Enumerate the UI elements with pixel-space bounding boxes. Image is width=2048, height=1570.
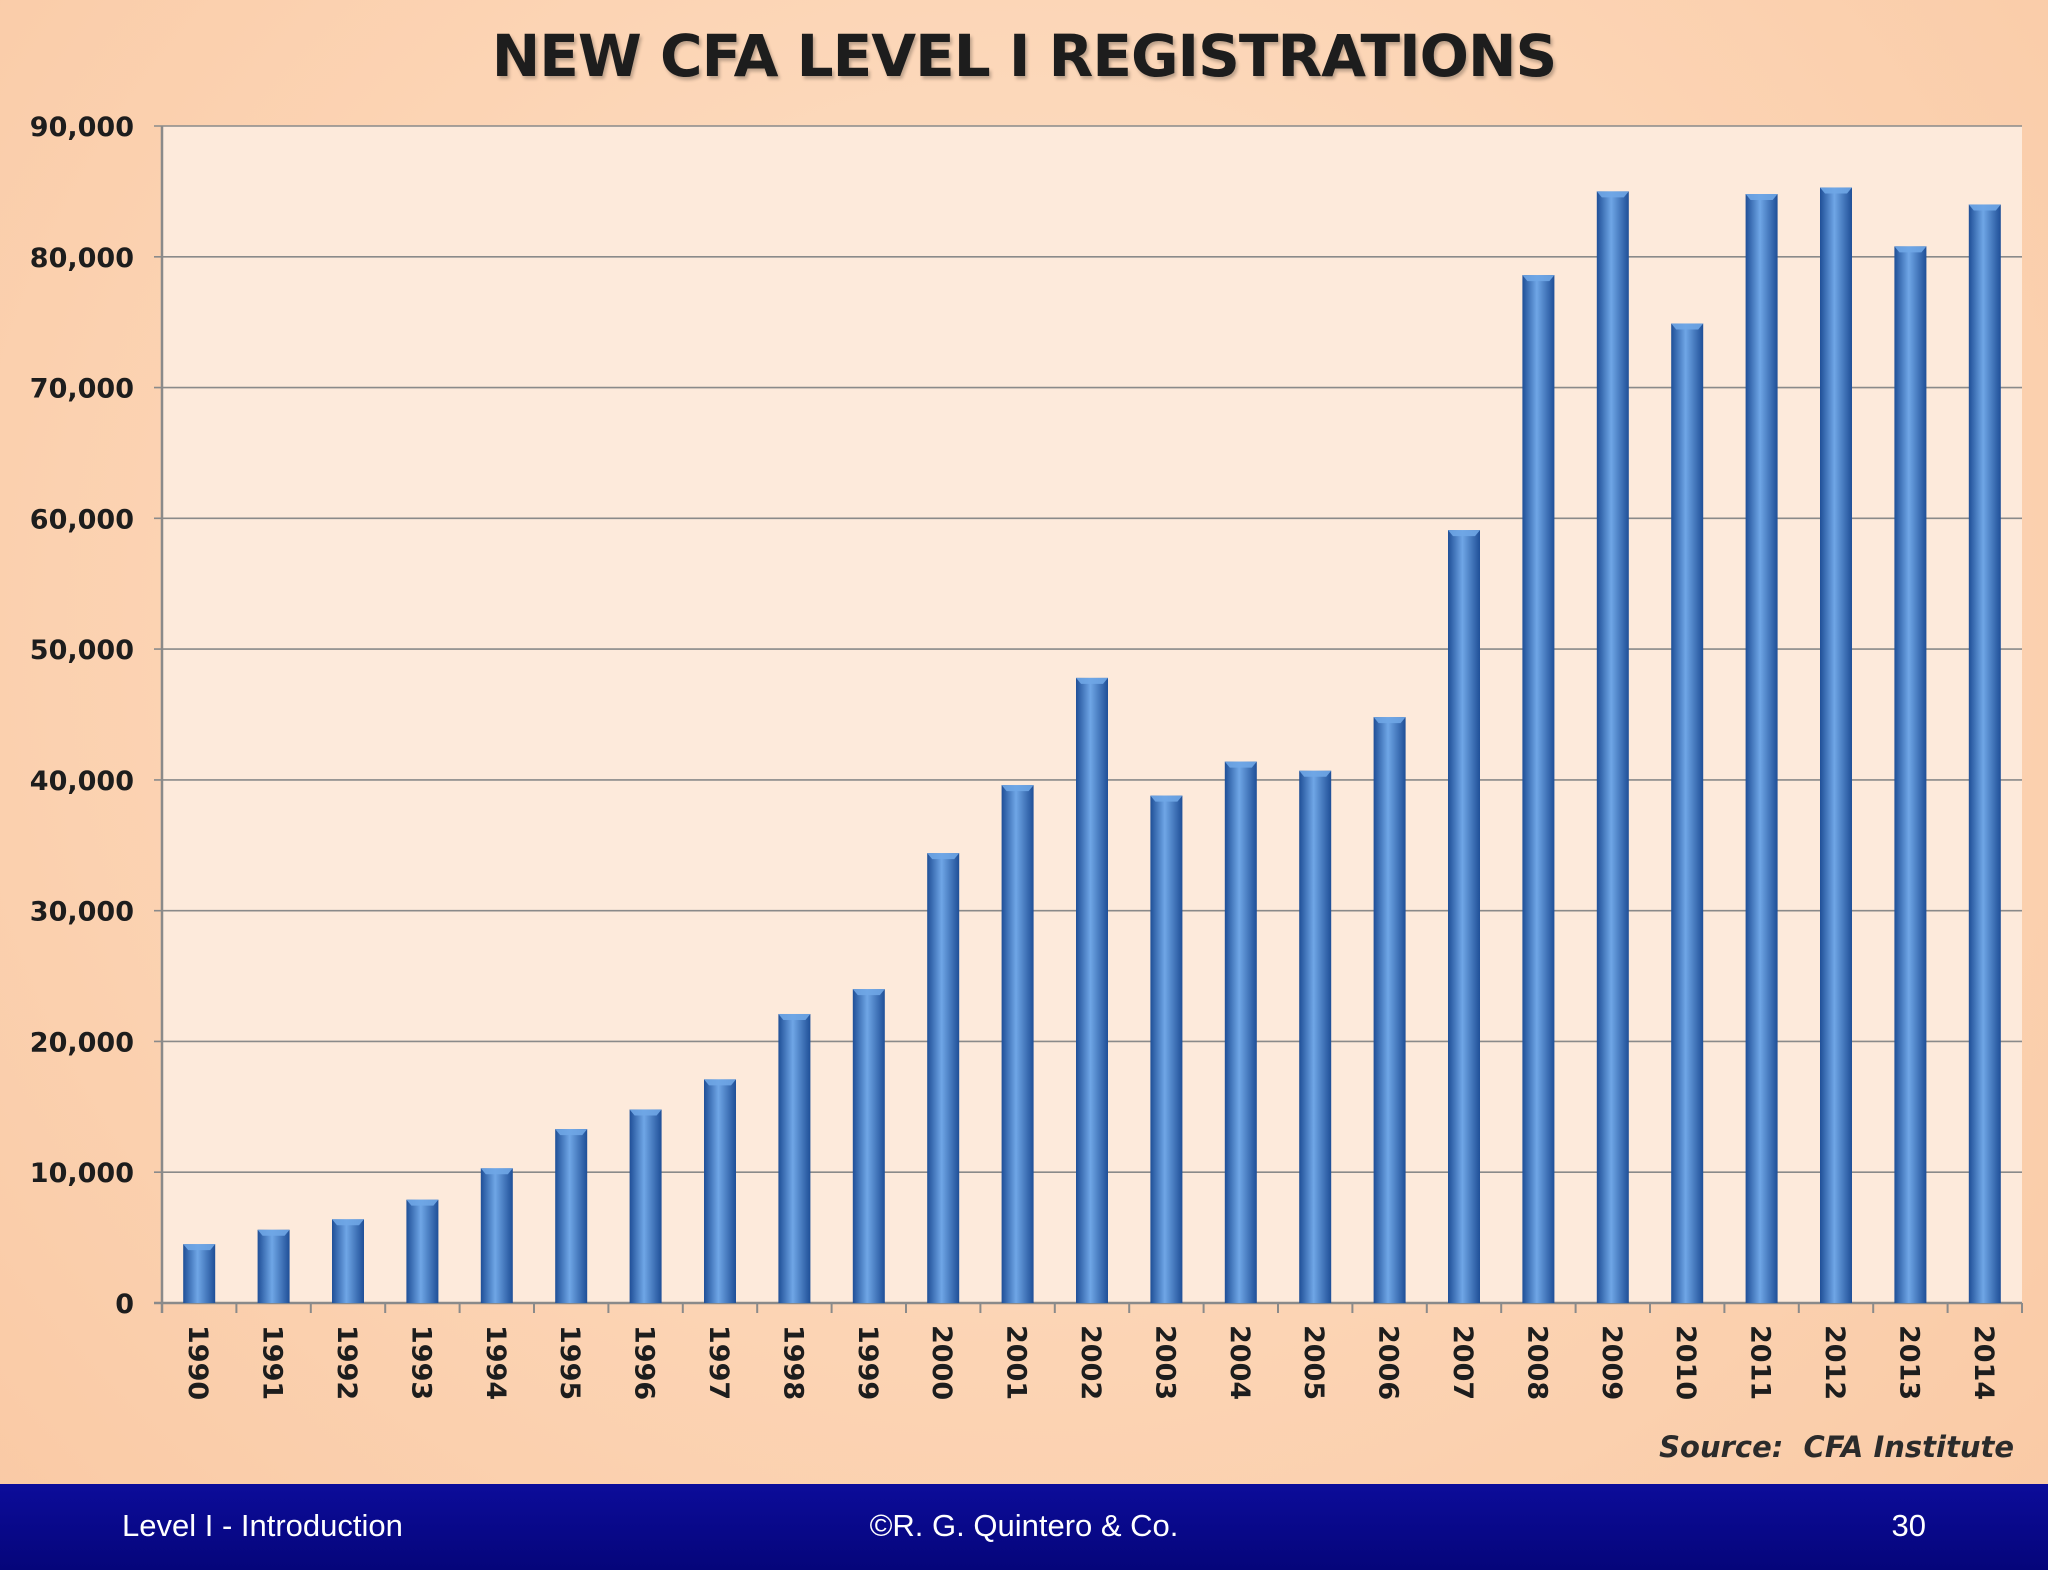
bar-2011 [1745,194,1778,1304]
bar-2000 [927,853,960,1303]
bar-cap-2003 [1150,795,1183,802]
x-tick-label: 1994 [480,1325,511,1400]
bar-1992 [332,1219,364,1303]
bar-2002 [1076,677,1108,1303]
bar-cap-2002 [1076,677,1108,684]
bar-cap-2010 [1671,323,1704,330]
bar-cap-2011 [1745,194,1778,201]
y-tick-label: 30,000 [30,897,134,928]
bar-cap-1996 [629,1109,662,1116]
bar-cap-2014 [1968,204,2001,211]
bar-cap-2001 [1001,785,1034,792]
bar-cap-2000 [927,853,960,860]
slide-footer: Level I - Introduction ©R. G. Quintero &… [0,1484,2048,1570]
x-tick-label: 2000 [926,1325,957,1400]
bar-cap-1991 [257,1229,290,1236]
bar-2003 [1150,795,1183,1303]
y-tick-label: 20,000 [30,1027,134,1058]
bar-2013 [1894,246,1927,1303]
bar-cap-1990 [183,1244,216,1251]
bar-1993 [406,1199,439,1303]
source-note: Source: CFA Institute [1659,1430,2014,1464]
bar-1998 [778,1013,811,1303]
bar-cap-1998 [778,1013,811,1020]
y-axis: 0 10,000 20,000 30,000 40,000 50,000 60,000 70,… [30,112,134,1320]
y-tick-label: 90,000 [30,112,134,143]
bar-cap-2006 [1373,717,1406,724]
y-tick-label: 50,000 [30,635,134,666]
bar-2012 [1820,187,1852,1303]
bar-2009 [1596,191,1629,1303]
bar-cap-2009 [1596,191,1629,198]
footer-course-label: Level I - Introduction [122,1508,403,1543]
bar-1991 [257,1229,290,1303]
x-tick-label: 2010 [1670,1325,1701,1400]
x-tick-label: 1991 [257,1325,288,1400]
x-axis: 1990 1991 1992 1993 1994 1995 1996 1997 1998 1999… [182,1303,2023,1400]
x-tick-label: 2002 [1075,1325,1106,1400]
bar-2006 [1373,717,1406,1303]
bar-cap-1999 [852,989,885,996]
footer-copyright: ©R. G. Quintero & Co. [869,1508,1179,1543]
bar-cap-1993 [406,1199,439,1206]
x-tick-label: 2005 [1298,1325,1329,1400]
bar-2010 [1671,323,1704,1303]
bar-cap-2007 [1448,530,1480,537]
bar-cap-1994 [480,1168,513,1175]
bar-2014 [1968,204,2001,1303]
x-tick-label: 1996 [629,1325,660,1400]
bar-chart: 0 10,000 20,000 30,000 40,000 50,000 60,000 70,… [30,112,2023,1400]
bar-1994 [480,1168,513,1303]
y-tick-label: 40,000 [30,766,134,797]
x-tick-label: 2009 [1596,1325,1627,1400]
bar-cap-2013 [1894,246,1927,253]
y-tick-label: 70,000 [30,374,134,405]
x-tick-label: 1998 [777,1325,808,1400]
bar-2008 [1522,275,1555,1303]
bar-cap-1995 [555,1129,588,1136]
x-tick-label: 2013 [1893,1325,1924,1400]
y-tick-label: 60,000 [30,504,134,535]
bar-1996 [629,1109,662,1303]
x-tick-label: 1995 [554,1325,585,1400]
y-tick-label: 80,000 [30,243,134,274]
bar-1997 [704,1079,736,1303]
bar-1999 [852,989,885,1303]
x-tick-label: 2011 [1745,1325,1776,1400]
x-tick-label: 2007 [1447,1325,1478,1400]
bar-cap-2008 [1522,275,1555,282]
y-tick-label: 0 [115,1289,134,1320]
bar-1990 [183,1244,216,1303]
bar-2005 [1299,770,1332,1303]
x-tick-label: 1993 [405,1325,436,1400]
bar-2001 [1001,785,1034,1303]
bars [183,187,2001,1304]
x-tick-label: 1997 [703,1325,734,1400]
x-tick-label: 1990 [182,1325,213,1400]
x-tick-label: 1999 [852,1325,883,1400]
footer-page-number: 30 [1891,1508,1926,1543]
x-tick-label: 2012 [1819,1325,1850,1400]
bar-cap-2005 [1299,770,1332,777]
x-tick-label: 2006 [1373,1325,1404,1400]
bar-cap-1992 [332,1219,364,1226]
y-tick-label: 10,000 [30,1158,134,1189]
bar-1995 [555,1129,588,1303]
bar-cap-1997 [704,1079,736,1086]
chart-title: NEW CFA LEVEL I REGISTRATIONS [491,22,1558,90]
x-tick-label: 2014 [1968,1325,1999,1400]
bar-cap-2012 [1820,187,1852,194]
x-tick-label: 2008 [1521,1325,1552,1400]
x-tick-label: 2003 [1149,1325,1180,1400]
gridlines [154,125,2022,1313]
x-tick-label: 2001 [1001,1325,1032,1400]
bar-2004 [1224,761,1257,1303]
x-tick-label: 1992 [331,1325,362,1400]
bar-cap-2004 [1224,761,1257,768]
bar-2007 [1448,530,1480,1303]
x-tick-label: 2004 [1224,1325,1255,1400]
